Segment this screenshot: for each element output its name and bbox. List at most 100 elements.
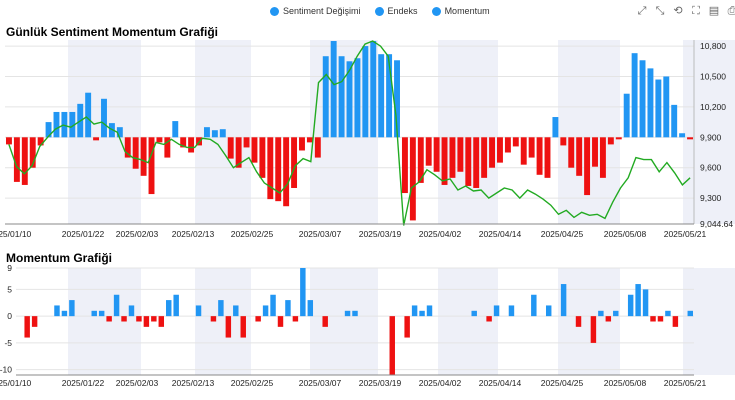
momentum-bar bbox=[650, 316, 656, 322]
sentiment-bar bbox=[299, 137, 305, 151]
x-tick-label: 2025/04/14 bbox=[479, 378, 522, 388]
save-image-icon[interactable]: ⎙ bbox=[727, 5, 735, 17]
sentiment-bar bbox=[544, 137, 551, 178]
momentum-bar bbox=[307, 300, 314, 317]
sentiment-bar bbox=[338, 56, 345, 138]
toolbox: ⤢ ⤡ ⟲ ⛶ ▤ ⎙ bbox=[636, 5, 735, 17]
sentiment-bar bbox=[639, 60, 646, 138]
sentiment-bar bbox=[504, 137, 511, 153]
momentum-bar bbox=[69, 300, 75, 317]
sentiment-bar bbox=[528, 137, 535, 158]
momentum-bar bbox=[158, 316, 165, 327]
x-tick-label: 2025/04/14 bbox=[479, 229, 522, 239]
legend-item-sentiment[interactable]: Sentiment Değişimi bbox=[270, 6, 361, 16]
y-tick-label: 9,600 bbox=[700, 163, 722, 173]
restore-icon[interactable]: ⟲ bbox=[673, 5, 683, 17]
sentiment-bar bbox=[188, 137, 195, 153]
sentiment-bar bbox=[568, 137, 575, 168]
momentum-bar bbox=[389, 316, 395, 375]
x-tick-label: 2025/04/02 bbox=[419, 229, 462, 239]
momentum-bar bbox=[590, 316, 597, 343]
momentum-bar bbox=[128, 305, 135, 317]
momentum-bar bbox=[404, 316, 410, 338]
sentiment-bar bbox=[330, 41, 337, 138]
x-tick-label: 2025/03/19 bbox=[359, 229, 402, 239]
sentiment-bar bbox=[53, 111, 60, 138]
zoom-reset-icon[interactable]: ⤡ bbox=[655, 5, 665, 17]
x-tick-label: 2025/04/25 bbox=[541, 229, 584, 239]
momentum-bar bbox=[613, 310, 619, 317]
y-tick-label: 10,200 bbox=[700, 102, 726, 112]
sentiment-bar bbox=[512, 137, 519, 147]
momentum-bar bbox=[642, 289, 649, 317]
data-view-icon[interactable]: ▤ bbox=[708, 5, 720, 17]
x-tick-label: 2025/02/25 bbox=[231, 378, 274, 388]
momentum-bar bbox=[665, 310, 671, 317]
momentum-bar bbox=[277, 316, 284, 327]
legend-marker-momentum bbox=[431, 6, 441, 16]
legend-item-momentum[interactable]: Momentum bbox=[431, 6, 490, 16]
fullscreen-icon[interactable]: ⛶ bbox=[692, 5, 700, 17]
sentiment-bar bbox=[45, 122, 52, 138]
legend-item-endeks[interactable]: Endeks bbox=[374, 6, 418, 16]
legend-label-endeks: Endeks bbox=[387, 6, 418, 16]
sentiment-bar bbox=[473, 137, 480, 188]
sentiment-bar bbox=[101, 98, 107, 138]
momentum-bar bbox=[508, 305, 515, 317]
main-chart-title: Günlük Sentiment Momentum Grafiği bbox=[6, 25, 219, 39]
y-tick-label: 10,500 bbox=[700, 71, 726, 81]
sentiment-bar bbox=[607, 137, 614, 145]
zoom-icon[interactable]: ⤢ bbox=[637, 5, 647, 17]
sentiment-bar bbox=[29, 137, 36, 168]
x-tick-label: 2025/05/21 bbox=[664, 229, 707, 239]
sentiment-bar bbox=[251, 137, 258, 163]
sentiment-bar bbox=[671, 104, 678, 138]
sentiment-bar bbox=[283, 137, 290, 207]
x-tick-label: 2025/02/03 bbox=[116, 378, 159, 388]
legend-marker-sentiment bbox=[270, 6, 279, 16]
sentiment-bar bbox=[140, 137, 147, 176]
momentum-bar bbox=[24, 316, 30, 338]
momentum-bar bbox=[292, 316, 299, 322]
y-tick-label: 9,300 bbox=[700, 193, 722, 203]
sentiment-bar bbox=[655, 79, 662, 138]
sentiment-bar bbox=[243, 137, 250, 148]
sentiment-bar bbox=[267, 137, 274, 200]
sentiment-bar bbox=[520, 137, 527, 165]
x-tick-label: 2025/04/02 bbox=[419, 378, 462, 388]
sentiment-bar bbox=[536, 137, 543, 175]
sentiment-bar bbox=[164, 137, 171, 158]
sentiment-bar bbox=[687, 137, 693, 140]
sentiment-bar bbox=[291, 137, 298, 188]
sentiment-bar bbox=[457, 137, 464, 172]
momentum-bar bbox=[493, 305, 500, 317]
x-tick-label: 2025/03/07 bbox=[299, 229, 342, 239]
x-tick-label: 2025/02/13 bbox=[172, 378, 215, 388]
momentum-bar bbox=[270, 294, 276, 317]
sentiment-bar bbox=[401, 137, 408, 194]
sentiment-bar bbox=[306, 137, 313, 143]
sentiment-bar bbox=[560, 137, 567, 146]
sentiment-bar bbox=[219, 129, 226, 138]
sentiment-bar bbox=[13, 137, 20, 182]
sentiment-bar bbox=[425, 137, 432, 166]
sentiment-bar bbox=[433, 137, 440, 172]
sentiment-bar bbox=[275, 137, 282, 202]
plot-band bbox=[558, 40, 620, 224]
plot-band bbox=[438, 40, 498, 224]
momentum-bar bbox=[61, 310, 68, 317]
momentum-bar bbox=[240, 316, 246, 338]
momentum-line bbox=[8, 40, 691, 226]
sentiment-bar bbox=[378, 54, 385, 138]
sentiment-bar bbox=[615, 137, 622, 140]
momentum-chart-plot: 9 5 0 -5 -10 2025/01/10 2025/01/22 2025/02/03 20… bbox=[0, 263, 735, 388]
momentum-bar bbox=[218, 300, 224, 317]
x-tick-label: 2025/05/08 bbox=[604, 378, 647, 388]
x-tick-label: 2025/02/03 bbox=[116, 229, 159, 239]
sentiment-bar bbox=[227, 137, 234, 159]
momentum-bar bbox=[687, 310, 693, 317]
momentum-bar bbox=[300, 268, 306, 317]
sentiment-bar bbox=[489, 137, 496, 168]
sentiment-bar bbox=[386, 54, 393, 138]
